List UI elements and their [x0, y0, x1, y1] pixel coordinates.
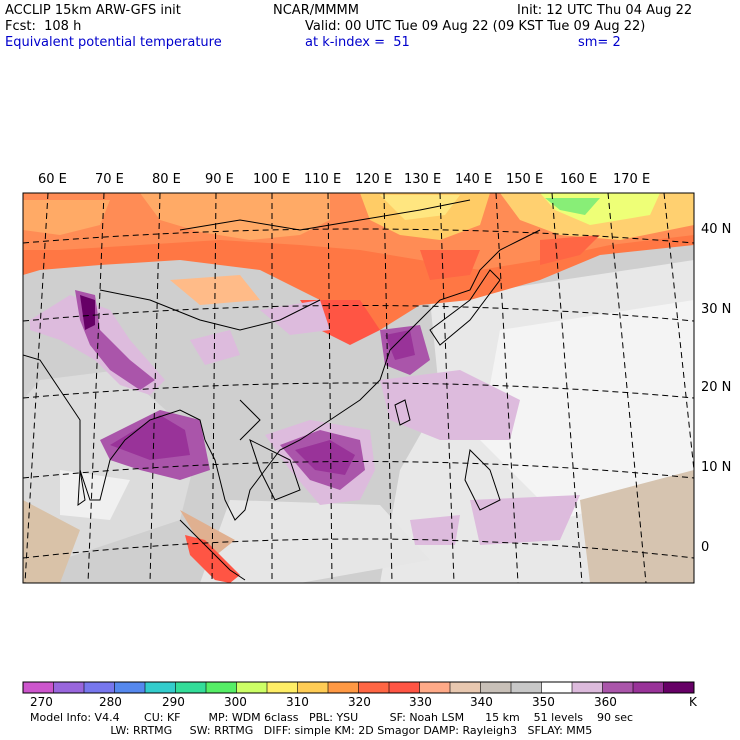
colorbar-swatch: [572, 682, 603, 693]
colorbar-unit: K: [689, 695, 697, 709]
colorbar-label: 360: [594, 695, 617, 709]
colorbar-swatch: [358, 682, 390, 693]
init-time: Init: 12 UTC Thu 04 Aug 22: [517, 3, 693, 18]
graticule: [23, 193, 694, 583]
colorbar-swatch: [114, 682, 146, 693]
map-field: [23, 193, 694, 583]
center-name: NCAR/MMMM: [273, 3, 359, 18]
colorbar-swatch: [236, 682, 268, 693]
colorbar-label: 320: [348, 695, 371, 709]
lat-label: 0: [701, 540, 710, 555]
lon-label: 70 E: [95, 172, 124, 187]
colorbar-label: 310: [286, 695, 309, 709]
lat-label: 30 N: [701, 302, 732, 317]
lat-label: 10 N: [701, 460, 732, 475]
lon-label: 90 E: [205, 172, 234, 187]
colorbar-label: 330: [409, 695, 432, 709]
level-info: at k-index = 51: [305, 35, 410, 50]
colorbar-swatch: [175, 682, 207, 693]
colorbar-label: 350: [532, 695, 555, 709]
colorbar-label: 300: [224, 695, 247, 709]
colorbar-label: 270: [30, 695, 53, 709]
model-title: ACCLIP 15km ARW-GFS init: [5, 3, 181, 18]
colorbar-swatch: [206, 682, 237, 693]
smoothing-info: sm= 2: [578, 35, 621, 50]
colorbar-swatch: [297, 682, 329, 693]
colorbar-swatch: [511, 682, 542, 693]
colorbar-swatch: [633, 682, 664, 693]
colorbar-swatch: [602, 682, 634, 693]
colorbar-swatch: [267, 682, 298, 693]
colorbar-swatch: [328, 682, 359, 693]
forecast-hour: Fcst: 108 h: [5, 19, 82, 34]
colorbar-label: 340: [470, 695, 493, 709]
colorbar-swatch: [23, 682, 54, 693]
colorbar-swatch: [480, 682, 512, 693]
valid-time: Valid: 00 UTC Tue 09 Aug 22 (09 KST Tue …: [305, 19, 646, 34]
lon-label: 80 E: [152, 172, 181, 187]
model-info-line2: LW: RRTMG SW: RRTMG DIFF: simple KM: 2D …: [30, 724, 593, 737]
lon-label: 140 E: [455, 172, 493, 187]
colorbar-swatch: [84, 682, 115, 693]
colorbar-swatch: [53, 682, 85, 693]
lon-label: 170 E: [613, 172, 651, 187]
lon-label: 150 E: [506, 172, 544, 187]
colorbar-swatch: [450, 682, 481, 693]
lat-label: 20 N: [701, 380, 732, 395]
lon-label: 120 E: [355, 172, 393, 187]
lon-label: 130 E: [404, 172, 442, 187]
colorbar-swatch: [419, 682, 451, 693]
map-frame: [22, 192, 695, 584]
lon-label: 110 E: [304, 172, 342, 187]
coastlines: [23, 199, 541, 581]
model-info-line1: Model Info: V4.4 CU: KF MP: WDM 6class P…: [30, 711, 634, 724]
colorbar-swatch: [541, 682, 573, 693]
lat-label: 40 N: [701, 222, 732, 237]
colorbar-label: 280: [99, 695, 122, 709]
colorbar-swatch: [663, 682, 695, 693]
colorbar-label: 290: [162, 695, 185, 709]
lon-label: 100 E: [253, 172, 291, 187]
field-name: Equivalent potential temperature: [5, 35, 222, 50]
lon-label: 60 E: [38, 172, 67, 187]
lon-label: 160 E: [560, 172, 598, 187]
colorbar-swatch: [389, 682, 420, 693]
colorbar-swatch: [145, 682, 176, 693]
